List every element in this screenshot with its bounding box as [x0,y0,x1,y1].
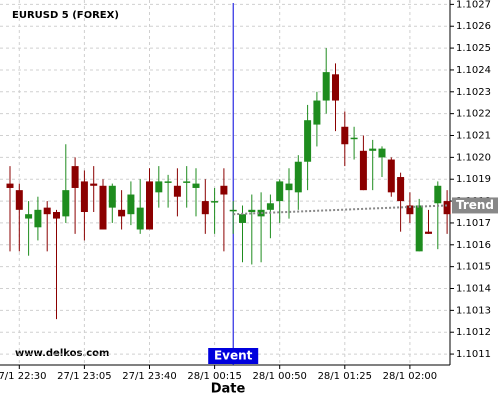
candle-body [350,137,358,140]
candle-body [266,203,274,210]
event-label: Event [214,349,253,363]
trend-label: Trend [456,198,494,212]
x-tick-label: 28/1 02:00 [383,371,437,382]
candle-body [257,209,265,217]
trend-label-box [452,197,498,214]
candle-body [369,148,377,151]
candle-body [53,212,60,219]
y-tick-label: 1.1027 [456,0,491,10]
candle-body [229,209,237,212]
candle-body [359,150,367,191]
candle-body [146,181,153,230]
candle-body [332,74,339,101]
y-tick-label: 1.1013 [456,305,491,316]
y-tick-label: 1.1011 [456,349,491,360]
candle-body [6,183,14,188]
candle-body [378,148,386,158]
trend-line [233,204,448,216]
y-tick-label: 1.1014 [456,284,491,295]
event-label-box [208,348,259,364]
x-tick-label: 28/1 00:15 [187,371,241,382]
candle-body [201,201,209,215]
candle-body [108,185,116,208]
candle-body [99,185,107,230]
candle-body [341,126,349,145]
candle-body [406,205,414,215]
x-axis-label: Date [211,382,246,397]
x-tick-label: 27/1 23:40 [122,371,176,382]
candle-body [127,194,135,215]
candle-body [397,177,405,202]
candle-body [415,205,423,252]
y-tick-label: 1.1019 [456,174,491,185]
candle-body [25,214,33,219]
y-tick-label: 1.1026 [456,21,491,32]
y-tick-label: 1.1023 [456,87,491,98]
candle-body [304,120,312,162]
y-tick-label: 1.1025 [456,43,491,54]
candle-body [173,185,181,197]
candle-body [248,209,256,213]
candle-body [285,183,293,191]
x-tick-label: 28/1 01:25 [318,371,372,382]
candle-body [118,209,126,217]
y-tick-label: 1.1020 [456,152,491,163]
candle-body [192,183,200,188]
candle-body [80,181,88,213]
candle-body [155,181,163,193]
candle-body [71,166,79,188]
candle-body [322,72,330,101]
candle-body [220,185,228,195]
y-tick-label: 1.1012 [456,327,491,338]
candle-body [136,207,144,230]
candle-body [183,181,191,183]
candle-body [425,231,432,234]
chart-title: EURUSD 5 (FOREX) [12,10,119,21]
candle-body [276,181,284,202]
candle-body [164,181,172,183]
candle-body [211,201,219,203]
candle-body [387,159,395,193]
watermark: www.delkos.com [15,348,109,359]
candle-body [62,190,70,217]
candle-body [34,209,42,228]
x-tick-label: 27/1 22:30 [0,371,47,382]
candle-body [43,207,51,215]
y-tick-label: 1.1024 [456,65,491,76]
candle-body [239,214,246,223]
x-tick-label: 27/1 23:05 [57,371,111,382]
candle-body [15,190,23,210]
y-tick-label: 1.1022 [456,109,491,120]
candle-body [434,185,442,204]
x-tick-label: 28/1 00:50 [252,371,306,382]
y-tick-label: 1.1017 [456,218,491,229]
candle-body [313,100,321,125]
y-tick-label: 1.1016 [456,240,491,251]
candle-body [443,201,451,215]
candle-body [294,161,302,193]
candle-body [90,183,98,186]
y-tick-label: 1.1021 [456,131,491,142]
y-tick-label: 1.1015 [456,262,491,273]
